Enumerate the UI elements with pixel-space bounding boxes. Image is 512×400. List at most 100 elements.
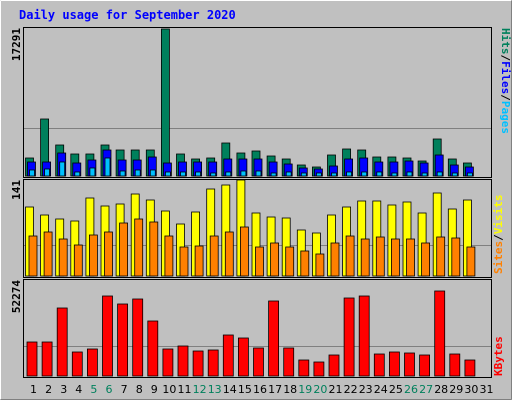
x-label-day-22: 22	[344, 383, 358, 396]
x-label-day-21: 21	[329, 383, 343, 396]
kbytes-bar-day-20	[313, 361, 325, 377]
kbytes-bar-day-12	[192, 350, 204, 377]
x-label-day-19: 19	[298, 383, 312, 396]
pages-bar-day-16	[255, 170, 262, 177]
sites-bar-day-23	[360, 238, 370, 277]
kbytes-bar-day-1	[26, 341, 38, 377]
pages-bar-day-14	[225, 171, 232, 177]
visits-sites-bars	[25, 179, 476, 277]
kbytes-bar-day-8	[132, 298, 144, 377]
legend-kbytes: KBytes	[492, 336, 505, 376]
x-label-day-7: 7	[121, 383, 128, 396]
sites-bar-day-5	[89, 234, 98, 277]
pages-bar-day-10	[164, 171, 171, 177]
x-label-day-15: 15	[238, 383, 252, 396]
sites-bar-day-4	[73, 244, 83, 277]
sites-bar-day-11	[179, 246, 189, 277]
sites-bar-day-6	[104, 231, 113, 277]
x-label-day-17: 17	[268, 383, 282, 396]
sites-bar-day-26	[406, 238, 415, 277]
pages-bar-day-5	[89, 167, 96, 177]
visits-ymax-label: 141	[10, 180, 23, 200]
kbytes-bars	[26, 290, 476, 377]
kbytes-bar-day-26	[404, 352, 415, 377]
x-label-day-27: 27	[419, 383, 433, 396]
sites-bar-day-21	[330, 242, 340, 277]
x-label-day-10: 10	[162, 383, 176, 396]
pages-bar-day-17	[270, 172, 277, 177]
sites-bar-day-14	[224, 231, 234, 277]
sites-bar-day-9	[149, 221, 159, 277]
kbytes-bar-day-21	[328, 354, 340, 377]
x-label-day-1: 1	[30, 383, 37, 396]
sites-bar-day-27	[421, 242, 431, 277]
pages-bar-day-6	[104, 157, 111, 177]
sites-bar-day-13	[209, 235, 219, 277]
kbytes-bar-day-9	[147, 320, 159, 377]
kbytes-bar-day-11	[177, 345, 189, 377]
x-label-day-9: 9	[151, 383, 158, 396]
pages-bar-day-15	[240, 170, 247, 177]
sites-bar-day-24	[375, 236, 385, 277]
x-label-day-18: 18	[283, 383, 297, 396]
pages-bar-day-30	[466, 172, 473, 177]
kbytes-bar-day-14	[222, 334, 234, 377]
x-label-day-8: 8	[136, 383, 143, 396]
legend-sites: Sites	[492, 241, 505, 274]
sites-bar-day-30	[466, 246, 476, 277]
legend-sep-3: /	[492, 234, 505, 241]
sites-bar-day-7	[119, 222, 128, 277]
sites-bar-day-2	[43, 231, 53, 277]
pages-bar-day-18	[285, 171, 292, 177]
kbytes-bar-day-27	[419, 354, 431, 377]
pages-bar-day-13	[210, 172, 217, 177]
pages-bar-day-20	[315, 172, 322, 177]
sites-bar-day-1	[28, 235, 38, 277]
kbytes-bar-day-6	[102, 295, 113, 377]
sites-bar-day-20	[315, 253, 325, 277]
pages-bar-day-24	[376, 171, 383, 177]
kbytes-bar-day-22	[343, 297, 355, 377]
kbytes-bar-day-28	[434, 290, 446, 377]
hits-legend: Hits/Files/Pages	[499, 28, 512, 134]
sites-bar-day-3	[58, 238, 68, 277]
x-label-day-6: 6	[106, 383, 113, 396]
kbytes-bar-day-18	[283, 347, 295, 377]
sites-bar-day-28	[436, 236, 446, 277]
x-label-day-11: 11	[178, 383, 192, 396]
x-label-day-24: 24	[374, 383, 388, 396]
pages-bar-day-12	[195, 171, 202, 177]
sites-bar-day-18	[285, 246, 295, 277]
pages-bar-day-23	[361, 171, 368, 177]
kbytes-bar-day-24	[373, 353, 385, 377]
kbytes-bar-day-2	[41, 341, 53, 377]
visits-legend: Sites/Visits	[492, 195, 505, 275]
x-label-day-30: 30	[464, 383, 478, 396]
x-label-day-31: 31	[480, 383, 494, 396]
pages-bar-day-26	[406, 171, 413, 177]
kbytes-bar-day-4	[71, 351, 83, 377]
kbytes-bar-day-19	[298, 359, 310, 377]
sites-bar-day-29	[451, 237, 461, 277]
pages-bar-day-2	[44, 168, 50, 177]
kbytes-bar-day-29	[449, 353, 461, 377]
kbytes-bar-day-10	[162, 348, 174, 377]
kbytes-bar-day-13	[207, 349, 219, 377]
pages-bar-day-8	[134, 169, 141, 177]
sites-bar-day-22	[345, 235, 355, 277]
x-label-day-16: 16	[253, 383, 267, 396]
legend-visits: Visits	[492, 195, 505, 235]
kbytes-bar-day-3	[56, 307, 68, 377]
legend-hits: Hits	[499, 28, 512, 55]
legend-sep-2: /	[499, 94, 512, 101]
pages-bar-day-1	[29, 169, 35, 177]
kbytes-bar-day-17	[268, 300, 280, 377]
sites-bar-day-25	[390, 238, 400, 277]
pages-bar-day-11	[180, 171, 186, 177]
kbytes-ymax-label: 52274	[10, 280, 23, 313]
pages-bar-day-22	[346, 171, 353, 177]
x-label-day-25: 25	[389, 383, 403, 396]
legend-sep-1: /	[499, 55, 512, 62]
kbytes-bar-day-16	[253, 347, 264, 377]
